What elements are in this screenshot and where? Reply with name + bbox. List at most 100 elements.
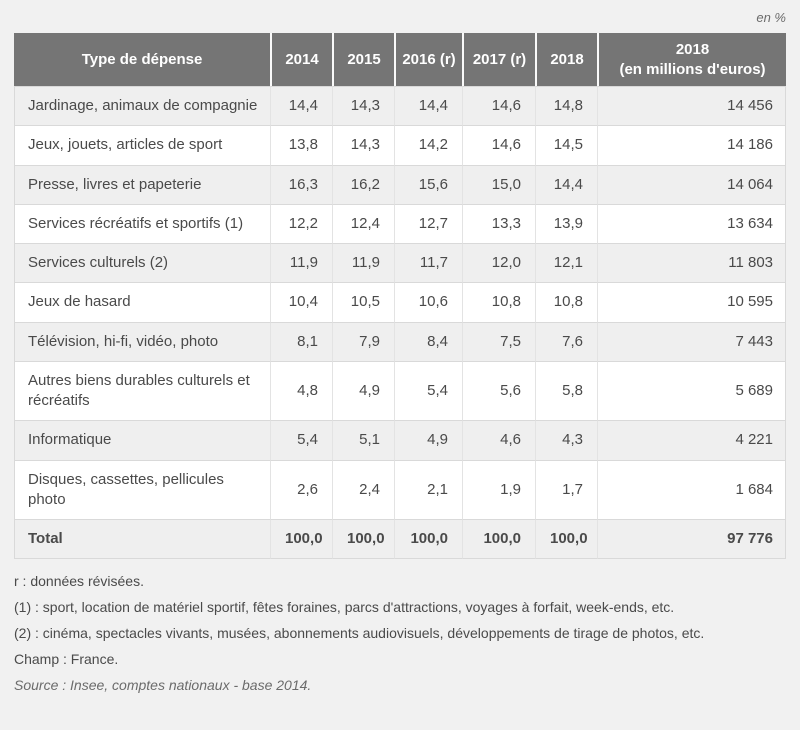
- value-cell-2017r: 14,6: [462, 86, 535, 126]
- value-cell-2014: 14,4: [270, 86, 332, 126]
- footnote-champ: Champ : France.: [14, 651, 119, 668]
- value-cell-millions: 14 064: [597, 164, 786, 204]
- value-cell-2018: 5,8: [535, 360, 597, 421]
- value-cell-2015: 5,1: [332, 420, 394, 460]
- value-cell-2016r: 10,6: [394, 282, 462, 322]
- value-cell-millions: 4 221: [597, 420, 786, 460]
- value-cell-2015: 12,4: [332, 203, 394, 243]
- value-cell-2016r: 15,6: [394, 164, 462, 204]
- value-cell-2014: 10,4: [270, 282, 332, 322]
- value-cell-millions: 5 689: [597, 360, 786, 421]
- source-line: Source : Insee, comptes nationaux - base…: [14, 677, 312, 694]
- value-cell-2014: 8,1: [270, 321, 332, 361]
- footnote-revised: r : données révisées.: [14, 573, 144, 590]
- table-row: Jardinage, animaux de compagnie 14,4 14,…: [14, 86, 786, 126]
- value-cell-millions: 1 684: [597, 459, 786, 519]
- table-row: Informatique 5,4 5,1 4,9 4,6 4,3 4 221: [14, 420, 786, 460]
- table-footer: Total 100,0 100,0 100,0 100,0 100,0 97 7…: [14, 519, 786, 560]
- value-cell-2015: 14,3: [332, 125, 394, 165]
- total-cell-millions: 97 776: [597, 519, 786, 560]
- value-cell-2018: 4,3: [535, 420, 597, 460]
- value-cell-2018: 14,4: [535, 164, 597, 204]
- footnote-1: (1) : sport, location de matériel sporti…: [14, 599, 675, 616]
- statistics-figure: en % Type de dépense 2014 2015 2016 (r) …: [14, 10, 786, 696]
- col-header-2014: 2014: [270, 33, 332, 86]
- footnotes-block: r : données révisées. (1) : sport, locat…: [14, 571, 786, 696]
- row-label: Services récréatifs et sportifs (1): [14, 203, 270, 243]
- value-cell-2014: 4,8: [270, 360, 332, 421]
- value-cell-2018: 1,7: [535, 459, 597, 519]
- value-cell-2018: 14,8: [535, 86, 597, 126]
- table-row: Disques, cassettes, pellicules photo 2,6…: [14, 459, 786, 519]
- row-label: Presse, livres et papeterie: [14, 164, 270, 204]
- table-row: Télévision, hi-fi, vidéo, photo 8,1 7,9 …: [14, 321, 786, 361]
- value-cell-millions: 7 443: [597, 321, 786, 361]
- value-cell-millions: 14 186: [597, 125, 786, 165]
- table-row: Services récréatifs et sportifs (1) 12,2…: [14, 203, 786, 243]
- value-cell-2017r: 7,5: [462, 321, 535, 361]
- value-cell-2018: 7,6: [535, 321, 597, 361]
- value-cell-2017r: 10,8: [462, 282, 535, 322]
- value-cell-2016r: 2,1: [394, 459, 462, 519]
- row-label: Autres biens durables culturels et récré…: [14, 360, 270, 421]
- value-cell-2015: 2,4: [332, 459, 394, 519]
- row-label: Télévision, hi-fi, vidéo, photo: [14, 321, 270, 361]
- value-cell-millions: 14 456: [597, 86, 786, 126]
- value-cell-2016r: 11,7: [394, 243, 462, 283]
- total-cell-2016r: 100,0: [394, 519, 462, 560]
- value-cell-2015: 14,3: [332, 86, 394, 126]
- value-cell-2017r: 13,3: [462, 203, 535, 243]
- value-cell-millions: 13 634: [597, 203, 786, 243]
- value-cell-2015: 4,9: [332, 360, 394, 421]
- col-header-2015: 2015: [332, 33, 394, 86]
- value-cell-2017r: 4,6: [462, 420, 535, 460]
- table-row: Jeux, jouets, articles de sport 13,8 14,…: [14, 125, 786, 165]
- table-header: Type de dépense 2014 2015 2016 (r) 2017 …: [14, 33, 786, 86]
- table-row: Presse, livres et papeterie 16,3 16,2 15…: [14, 164, 786, 204]
- total-cell-2015: 100,0: [332, 519, 394, 560]
- row-label: Disques, cassettes, pellicules photo: [14, 459, 270, 519]
- row-label: Informatique: [14, 420, 270, 460]
- value-cell-2014: 2,6: [270, 459, 332, 519]
- value-cell-2015: 7,9: [332, 321, 394, 361]
- row-label: Jeux, jouets, articles de sport: [14, 125, 270, 165]
- value-cell-2018: 12,1: [535, 243, 597, 283]
- value-cell-2017r: 1,9: [462, 459, 535, 519]
- value-cell-2014: 12,2: [270, 203, 332, 243]
- col-header-2017r: 2017 (r): [462, 33, 535, 86]
- footnote-2: (2) : cinéma, spectacles vivants, musées…: [14, 625, 705, 642]
- value-cell-2015: 16,2: [332, 164, 394, 204]
- value-cell-2014: 16,3: [270, 164, 332, 204]
- value-cell-2016r: 8,4: [394, 321, 462, 361]
- value-cell-2016r: 12,7: [394, 203, 462, 243]
- value-cell-2017r: 15,0: [462, 164, 535, 204]
- value-cell-2014: 13,8: [270, 125, 332, 165]
- row-label: Jeux de hasard: [14, 282, 270, 322]
- value-cell-2016r: 5,4: [394, 360, 462, 421]
- value-cell-2015: 11,9: [332, 243, 394, 283]
- table-row: Autres biens durables culturels et récré…: [14, 360, 786, 421]
- total-row: Total 100,0 100,0 100,0 100,0 100,0 97 7…: [14, 519, 786, 560]
- total-cell-2014: 100,0: [270, 519, 332, 560]
- value-cell-2016r: 14,4: [394, 86, 462, 126]
- value-cell-millions: 10 595: [597, 282, 786, 322]
- total-cell-2018: 100,0: [535, 519, 597, 560]
- value-cell-2014: 11,9: [270, 243, 332, 283]
- expense-table: Type de dépense 2014 2015 2016 (r) 2017 …: [14, 33, 786, 560]
- value-cell-2017r: 5,6: [462, 360, 535, 421]
- table-row: Jeux de hasard 10,4 10,5 10,6 10,8 10,8 …: [14, 282, 786, 322]
- col-header-type-de-depense: Type de dépense: [14, 33, 270, 86]
- value-cell-2016r: 14,2: [394, 125, 462, 165]
- table-body: Jardinage, animaux de compagnie 14,4 14,…: [14, 86, 786, 519]
- row-label: Jardinage, animaux de compagnie: [14, 86, 270, 126]
- value-cell-2018: 10,8: [535, 282, 597, 322]
- value-cell-2014: 5,4: [270, 420, 332, 460]
- total-cell-2017r: 100,0: [462, 519, 535, 560]
- value-cell-2017r: 12,0: [462, 243, 535, 283]
- total-label: Total: [14, 519, 270, 560]
- value-cell-2018: 14,5: [535, 125, 597, 165]
- value-cell-2017r: 14,6: [462, 125, 535, 165]
- unit-label: en %: [756, 10, 786, 25]
- value-cell-2018: 13,9: [535, 203, 597, 243]
- value-cell-2015: 10,5: [332, 282, 394, 322]
